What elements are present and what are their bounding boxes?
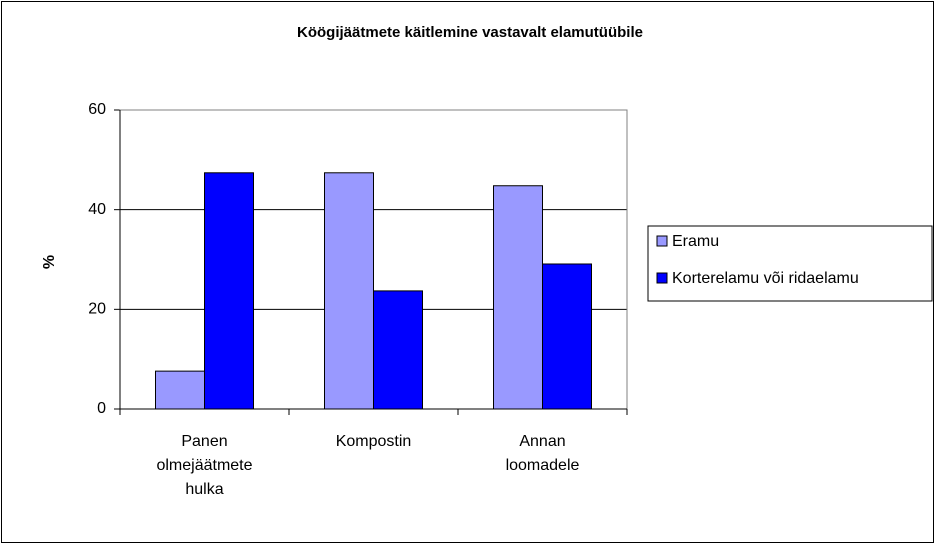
legend-swatch — [656, 272, 668, 284]
y-tick-label: 20 — [88, 301, 106, 318]
bar — [324, 172, 374, 410]
legend-label: Korterelamu või ridaelamu — [672, 270, 859, 287]
bar — [373, 290, 423, 410]
bar — [542, 263, 592, 410]
x-tick-label: Panen olmejäätmete hulka — [156, 433, 252, 498]
chart-title: Köögijäätmete käitlemine vastavalt elamu… — [297, 24, 643, 41]
legend-box — [647, 225, 933, 302]
y-tick-label: 60 — [88, 101, 106, 118]
legend-label: Eramu — [672, 233, 719, 250]
bar — [204, 172, 254, 410]
legend-swatch — [656, 235, 668, 247]
y-tick-label: 0 — [97, 400, 106, 417]
bar — [155, 370, 205, 410]
x-tick-label: Kompostin — [336, 433, 412, 450]
y-axis-label: % — [41, 255, 58, 269]
x-tick-label: Annan loomadele — [506, 433, 580, 474]
bar — [493, 185, 543, 410]
y-tick-label: 40 — [88, 201, 106, 218]
